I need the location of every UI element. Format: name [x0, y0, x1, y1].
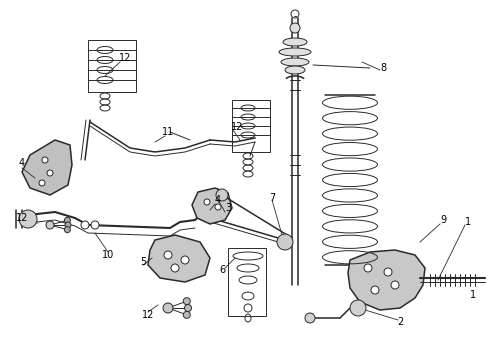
Text: 12: 12: [16, 213, 28, 223]
Text: 1: 1: [465, 217, 471, 227]
Circle shape: [163, 303, 173, 313]
Circle shape: [42, 157, 48, 163]
Text: 5: 5: [140, 257, 146, 267]
Circle shape: [364, 264, 372, 272]
Circle shape: [350, 300, 366, 316]
Circle shape: [171, 264, 179, 272]
Circle shape: [65, 222, 71, 228]
Text: 9: 9: [440, 215, 446, 225]
Text: 4: 4: [215, 195, 221, 205]
Circle shape: [305, 313, 315, 323]
Bar: [88, 40, 136, 92]
Ellipse shape: [285, 66, 305, 74]
Bar: [232, 100, 270, 152]
Circle shape: [64, 217, 71, 223]
Text: 3: 3: [225, 203, 231, 213]
Circle shape: [290, 23, 300, 33]
Circle shape: [384, 268, 392, 276]
Circle shape: [185, 305, 192, 311]
Text: 8: 8: [380, 63, 386, 73]
Polygon shape: [192, 188, 232, 224]
Circle shape: [204, 199, 210, 205]
Circle shape: [277, 234, 293, 250]
Circle shape: [91, 221, 99, 229]
Text: 1: 1: [470, 290, 476, 300]
Circle shape: [19, 210, 37, 228]
Polygon shape: [148, 235, 210, 282]
Circle shape: [215, 204, 221, 210]
Circle shape: [39, 180, 45, 186]
Polygon shape: [348, 250, 425, 310]
Ellipse shape: [281, 58, 309, 66]
Circle shape: [181, 256, 189, 264]
Polygon shape: [22, 140, 72, 195]
Circle shape: [183, 311, 190, 318]
Circle shape: [216, 189, 228, 201]
Text: 12: 12: [142, 310, 154, 320]
Ellipse shape: [283, 38, 307, 46]
Text: 12: 12: [119, 53, 131, 63]
Ellipse shape: [279, 48, 311, 56]
Circle shape: [81, 221, 89, 229]
Bar: [228, 248, 266, 316]
Circle shape: [47, 170, 53, 176]
Text: 12: 12: [231, 122, 243, 132]
Text: 10: 10: [102, 250, 114, 260]
Circle shape: [46, 221, 54, 229]
Text: 7: 7: [269, 193, 275, 203]
Circle shape: [164, 251, 172, 259]
Text: 2: 2: [397, 317, 403, 327]
Circle shape: [371, 286, 379, 294]
Circle shape: [183, 298, 190, 305]
Text: 6: 6: [219, 265, 225, 275]
Circle shape: [64, 227, 71, 233]
Circle shape: [391, 281, 399, 289]
Text: 4: 4: [19, 158, 25, 168]
Text: 11: 11: [162, 127, 174, 137]
